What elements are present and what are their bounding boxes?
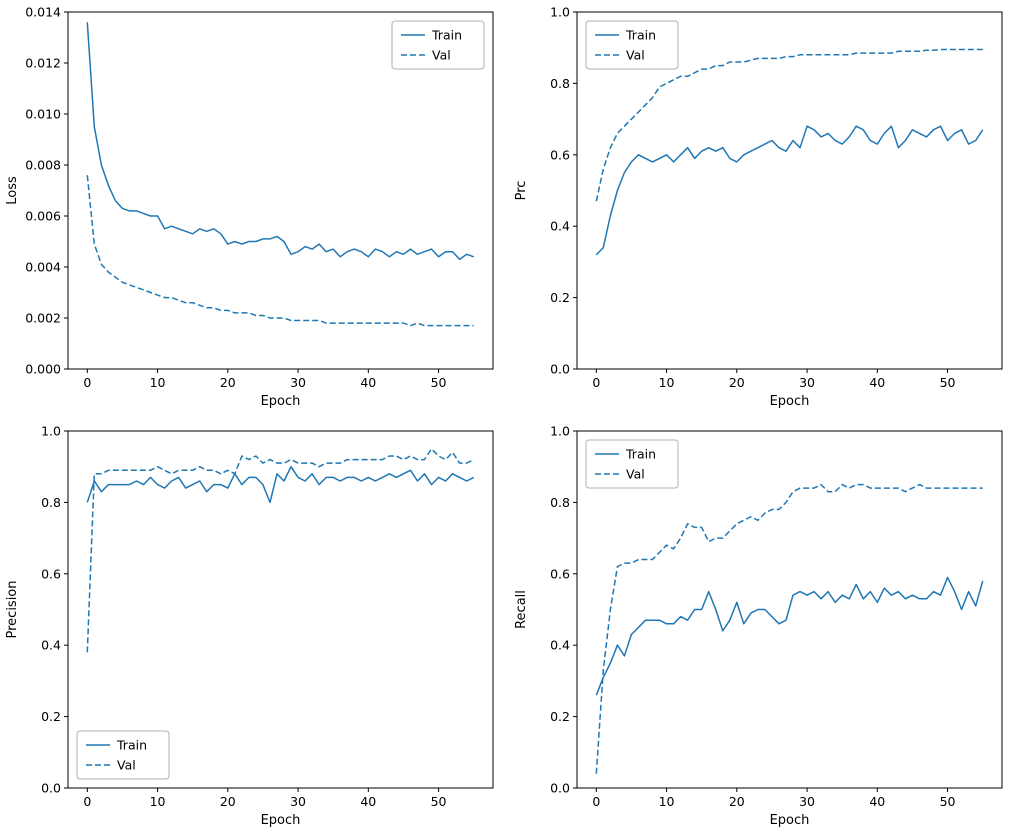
y-tick-label: 0.0	[550, 781, 570, 796]
x-tick-label: 20	[729, 375, 745, 390]
y-tick-label: 0.4	[550, 638, 570, 653]
y-tick-label: 1.0	[550, 424, 570, 439]
legend-train-label: Train	[625, 28, 656, 43]
loss-plot: 0 10 20 30 40 50 0.000 0.002 0.004 0.006 0.008 0.01…	[5, 5, 494, 409]
loss-chart: 0 10 20 30 40 50 0.000 0.002 0.004 0.006 0.008 0.01…	[0, 0, 509, 419]
plot-frame	[67, 11, 494, 370]
x-tick-label: 10	[659, 375, 675, 390]
x-tick-label: 40	[869, 375, 885, 390]
x-tick-label: 40	[360, 794, 376, 809]
legend-train-label: Train	[431, 28, 462, 43]
legend-box	[391, 20, 485, 70]
plot-frame	[576, 11, 1003, 370]
x-axis-label: Epoch	[770, 394, 810, 409]
y-tick-label: 0.2	[550, 290, 570, 305]
y-tick-label: 0.002	[25, 311, 61, 326]
plot-frame	[67, 430, 494, 789]
y-tick-label: 0.6	[550, 566, 570, 581]
y-tick-label: 0.4	[550, 219, 570, 234]
plot-frame	[576, 430, 1003, 789]
prc-val-line	[595, 48, 983, 202]
y-axis-label: Prc	[514, 181, 529, 201]
x-tick-label: 30	[799, 375, 815, 390]
x-axis-label: Epoch	[261, 394, 301, 409]
legend-val-label: Val	[626, 467, 645, 482]
x-tick-label: 10	[659, 794, 675, 809]
legend-box	[585, 439, 679, 489]
y-tick-label: 0.8	[41, 495, 61, 510]
y-tick-label: 0.6	[41, 566, 61, 581]
loss-train-line	[86, 22, 474, 261]
x-tick-label: 30	[799, 794, 815, 809]
x-tick-label: 30	[290, 794, 306, 809]
prc-plot: 0 10 20 30 40 50 0.0 0.2 0.4 0.6 0.8 1.0 Epoch Prc Tra…	[514, 5, 1003, 409]
x-tick-label: 0	[83, 375, 91, 390]
x-tick-label: 40	[360, 375, 376, 390]
x-tick-label: 40	[869, 794, 885, 809]
x-tick-label: 10	[150, 375, 166, 390]
recall-train-line	[595, 576, 984, 696]
y-axis-label: Loss	[5, 176, 20, 205]
y-tick-label: 1.0	[41, 424, 61, 439]
y-tick-label: 0.012	[25, 56, 61, 71]
legend-train-label: Train	[116, 738, 147, 753]
x-tick-label: 50	[940, 375, 956, 390]
y-tick-label: 0.8	[550, 76, 570, 91]
y-tick-label: 0.010	[25, 107, 61, 122]
y-tick-label: 0.6	[550, 147, 570, 162]
precision-chart: 0 10 20 30 40 50 0.0 0.2 0.4 0.6 0.8 1.0 Epoch Precis…	[0, 419, 509, 838]
y-tick-label: 0.2	[41, 709, 61, 724]
y-tick-label: 0.4	[41, 638, 61, 653]
precision-val-line	[86, 448, 475, 653]
x-axis-label: Epoch	[770, 813, 810, 828]
y-tick-label: 0.8	[550, 495, 570, 510]
x-tick-label: 20	[729, 794, 745, 809]
legend: Train Val	[76, 730, 170, 780]
legend-val-label: Val	[626, 48, 645, 63]
x-tick-label: 20	[220, 794, 236, 809]
y-tick-label: 0.2	[550, 709, 570, 724]
prc-chart: 0 10 20 30 40 50 0.0 0.2 0.4 0.6 0.8 1.0 Epoch Prc Tra…	[509, 0, 1018, 419]
x-tick-label: 20	[220, 375, 236, 390]
legend-box	[76, 730, 170, 780]
y-tick-label: 0.014	[25, 5, 61, 20]
x-tick-label: 0	[592, 794, 600, 809]
legend: Train Val	[585, 439, 679, 489]
x-tick-label: 0	[83, 794, 91, 809]
precision-train-line	[86, 465, 475, 504]
x-tick-label: 0	[592, 375, 600, 390]
y-tick-label: 0.008	[25, 158, 61, 173]
loss-val-line	[86, 175, 474, 327]
recall-plot: 0 10 20 30 40 50 0.0 0.2 0.4 0.6 0.8 1.0 Epoch Recall…	[514, 424, 1003, 828]
legend-train-label: Train	[625, 447, 656, 462]
y-tick-label: 1.0	[550, 5, 570, 20]
y-axis-label: Recall	[514, 590, 529, 629]
x-tick-label: 30	[290, 375, 306, 390]
y-tick-label: 0.004	[25, 260, 61, 275]
x-tick-label: 50	[431, 794, 447, 809]
y-tick-label: 0.006	[25, 209, 61, 224]
legend: Train Val	[391, 20, 485, 70]
y-axis-label: Precision	[5, 580, 20, 638]
y-tick-label: 0.0	[41, 781, 61, 796]
precision-plot: 0 10 20 30 40 50 0.0 0.2 0.4 0.6 0.8 1.0 Epoch Precis…	[5, 424, 494, 828]
y-tick-label: 0.0	[550, 362, 570, 377]
y-tick-label: 0.000	[25, 362, 61, 377]
legend-val-label: Val	[432, 48, 451, 63]
x-tick-label: 50	[431, 375, 447, 390]
x-tick-label: 50	[940, 794, 956, 809]
legend: Train Val	[585, 20, 679, 70]
x-tick-label: 10	[150, 794, 166, 809]
recall-chart: 0 10 20 30 40 50 0.0 0.2 0.4 0.6 0.8 1.0 Epoch Recall…	[509, 419, 1018, 838]
recall-val-line	[595, 483, 983, 774]
prc-train-line	[595, 125, 984, 256]
x-axis-label: Epoch	[261, 813, 301, 828]
legend-val-label: Val	[117, 758, 136, 773]
legend-box	[585, 20, 679, 70]
